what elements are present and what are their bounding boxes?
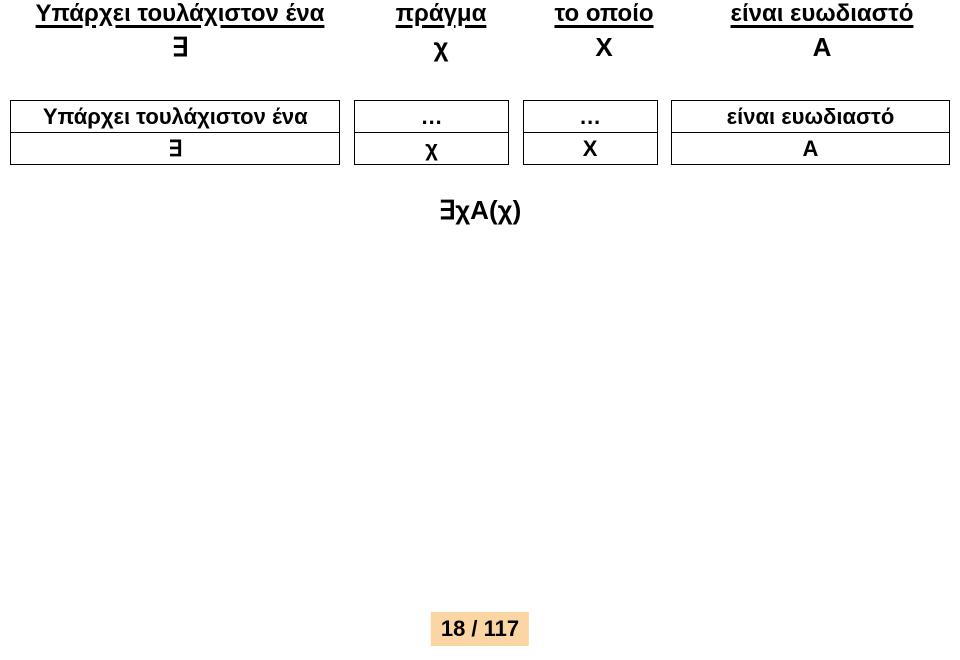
segment-1: Υπάρχει τουλάχιστον ένα ∃ [12,0,348,63]
cell-bot-1: ∃ [11,133,340,165]
cell-top-3: … [523,101,657,133]
cell-gap [657,133,671,165]
page-number-label: 18 / 117 [441,616,519,641]
cell-gap [509,133,523,165]
segment-1-symbol: ∃ [172,32,188,63]
cell-gap [657,101,671,133]
phrase-row: Υπάρχει τουλάχιστον ένα ∃ πράγμα χ το οπ… [0,0,960,63]
cell-bot-3: Χ [523,133,657,165]
cell-bot-4: Α [671,133,949,165]
cell-gap [509,101,523,133]
cell-gap [340,101,354,133]
segment-3-text: το οποίο [554,0,653,30]
segment-2-text: πράγμα [396,0,487,30]
cell-top-4: είναι ευωδιαστό [671,101,949,133]
table-row: ∃ χ Χ Α [11,133,950,165]
segment-2: πράγμα χ [376,0,506,63]
cell-top-2: … [354,101,508,133]
segment-1-text: Υπάρχει τουλάχιστον ένα [36,0,325,30]
logic-formula: ∃χΑ(χ) [0,195,960,226]
segment-2-symbol: χ [434,32,449,63]
logic-table: Υπάρχει τουλάχιστον ένα … … είναι ευωδια… [10,100,950,165]
segment-3: το οποίο Χ [534,0,674,63]
segment-3-symbol: Χ [595,32,612,63]
cell-bot-2: χ [354,133,508,165]
segment-4-text: είναι ευωδιαστό [731,0,914,30]
segment-4-symbol: Α [813,32,832,63]
segment-4: είναι ευωδιαστό Α [702,0,942,63]
cell-gap [340,133,354,165]
page-number: 18 / 117 [431,612,529,646]
table-row: Υπάρχει τουλάχιστον ένα … … είναι ευωδια… [11,101,950,133]
cell-top-1: Υπάρχει τουλάχιστον ένα [11,101,340,133]
